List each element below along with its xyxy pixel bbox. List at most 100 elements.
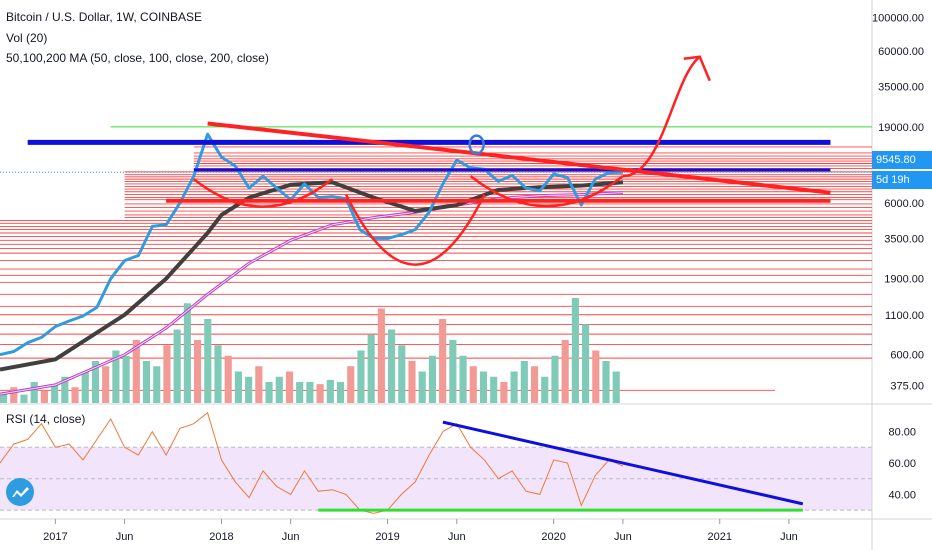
volume-bar xyxy=(61,376,69,403)
volume-bar xyxy=(428,355,436,403)
left-shoulder-arc xyxy=(193,178,333,208)
volume-bar xyxy=(418,371,426,403)
last-price-tag: 9545.80 xyxy=(872,151,932,169)
volume-bar xyxy=(132,340,140,403)
volume-bar xyxy=(245,376,253,403)
volume-bar xyxy=(326,379,334,403)
volume-bar xyxy=(194,340,202,403)
volume-bar xyxy=(122,355,130,403)
time-axis-tick-label: Jun xyxy=(780,531,798,543)
volume-bar xyxy=(306,382,314,403)
volume-bar xyxy=(224,355,232,403)
volume-bar xyxy=(490,376,498,403)
volume-bar xyxy=(336,382,345,403)
volume-bar xyxy=(153,366,161,403)
volume-bar xyxy=(449,340,457,403)
volume-bar xyxy=(439,319,447,403)
volume-bar xyxy=(214,345,222,403)
ma-label[interactable]: 50,100,200 MA (50, close, 100, close, 20… xyxy=(6,51,269,65)
volume-bar xyxy=(296,382,304,403)
volume-bar xyxy=(30,382,38,403)
axes: 100000.0060000.0035000.0019000.0011000.0… xyxy=(43,12,924,543)
price-axis-tick-label: 19000.00 xyxy=(878,122,924,134)
volume-bar xyxy=(561,340,569,403)
volume-bar xyxy=(183,303,191,403)
time-axis-tick-label: Jun xyxy=(282,531,300,543)
rsi-axis-tick-label: 60.00 xyxy=(888,458,916,470)
volume-bar xyxy=(91,361,100,403)
price-axis-tick-label: 1100.00 xyxy=(885,310,924,322)
rsi-blue-trendline xyxy=(442,420,804,506)
volume-bar xyxy=(479,371,488,403)
projection-arrow xyxy=(622,55,701,178)
countdown-tag: 5d 19h xyxy=(872,171,932,189)
volume-bar xyxy=(510,371,518,403)
tradingview-logo-icon[interactable] xyxy=(6,478,34,506)
volume-bar xyxy=(551,355,559,403)
volume-label[interactable]: Vol (20) xyxy=(6,31,48,45)
time-axis-tick-label: 2020 xyxy=(541,531,565,543)
time-axis-tick-label: 2018 xyxy=(209,531,233,543)
time-axis-tick-label: 2019 xyxy=(375,531,399,543)
volume-bar xyxy=(459,355,467,403)
volume-bar xyxy=(316,384,324,403)
volume-bar xyxy=(592,350,600,403)
volume-bar xyxy=(112,350,120,403)
volume-bar xyxy=(81,371,89,403)
time-axis-tick-label: 2017 xyxy=(43,531,67,543)
moving-average-lines xyxy=(0,180,624,396)
volume-bar xyxy=(469,366,477,403)
price-axis-tick-label: 3500.00 xyxy=(884,233,924,245)
projection-arrowhead xyxy=(683,55,711,82)
volume-bar xyxy=(173,329,181,403)
volume-bar xyxy=(602,361,610,403)
volume-bar xyxy=(408,361,416,403)
volume-bar xyxy=(285,371,294,403)
volume-bar xyxy=(367,334,375,403)
ma-200-inner-line xyxy=(0,192,623,395)
ma-50-line xyxy=(0,180,624,372)
time-axis-tick-label: Jun xyxy=(116,531,134,543)
volume-bar xyxy=(347,366,355,403)
volume-bar xyxy=(571,298,579,403)
volume-bar xyxy=(51,384,59,403)
rsi-axis-tick-label: 40.00 xyxy=(888,489,916,501)
drawing-annotations xyxy=(27,55,831,266)
time-axis-tick-label: 2021 xyxy=(708,531,732,543)
volume-bar xyxy=(142,361,151,403)
rsi-pane xyxy=(0,411,804,514)
price-axis-tick-label: 375.00 xyxy=(890,381,924,393)
volume-bar xyxy=(234,371,242,403)
price-axis-tick-label: 6000.00 xyxy=(884,198,924,210)
price-axis-tick-label: 60000.00 xyxy=(878,46,924,58)
price-axis-tick-label: 1900.00 xyxy=(884,274,924,286)
price-axis-tick-label: 100000.00 xyxy=(872,12,924,24)
volume-bar xyxy=(71,387,79,403)
rsi-axis-tick-label: 80.00 xyxy=(888,427,916,439)
price-series xyxy=(0,132,872,357)
volume-bar xyxy=(388,329,396,403)
volume-bar xyxy=(102,366,110,403)
red-descending-trendline xyxy=(207,121,831,195)
volume-bar xyxy=(0,392,8,403)
volume-bar xyxy=(204,319,212,403)
volume-bar xyxy=(20,394,28,403)
volume-bar xyxy=(520,361,528,403)
volume-bar xyxy=(255,366,263,403)
blue-circle-marker xyxy=(468,134,485,155)
volume-bar xyxy=(612,371,620,403)
volume-bar xyxy=(377,308,385,403)
rsi-label[interactable]: RSI (14, close) xyxy=(6,412,86,426)
volume-bar xyxy=(265,382,273,403)
head-arc xyxy=(344,194,486,266)
volume-bar xyxy=(275,376,283,403)
symbol-title[interactable]: Bitcoin / U.S. Dollar, 1W, COINBASE xyxy=(6,10,203,24)
price-axis-tick-label: 600.00 xyxy=(890,350,924,362)
volume-bar xyxy=(541,376,549,403)
volume-bar xyxy=(530,366,539,403)
time-axis-tick-label: Jun xyxy=(448,531,466,543)
time-axis-tick-label: Jun xyxy=(614,531,632,543)
volume-bar xyxy=(398,345,406,403)
